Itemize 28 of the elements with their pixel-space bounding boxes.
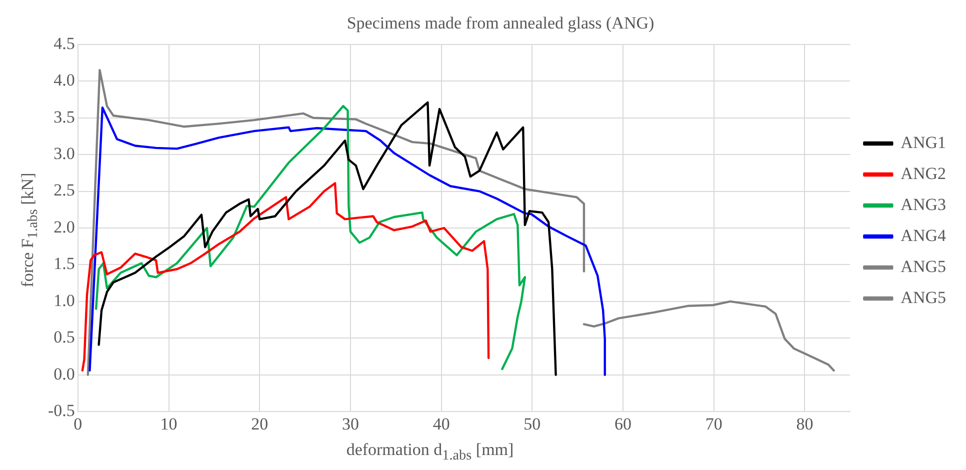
y-tick-label: 3.5 xyxy=(54,107,75,126)
legend-label: ANG3 xyxy=(900,194,946,214)
legend-label: ANG1 xyxy=(900,132,946,152)
legend-label: ANG5 xyxy=(900,256,946,276)
y-tick-label: 3.0 xyxy=(54,144,75,164)
y-tick-label: 4.5 xyxy=(54,34,75,53)
x-tick-label: 0 xyxy=(74,414,82,434)
y-tick-label: 4.0 xyxy=(54,70,75,90)
legend-label: ANG2 xyxy=(900,164,946,183)
y-tick-label: 2.5 xyxy=(54,180,75,200)
x-tick-label: 50 xyxy=(524,414,541,434)
x-tick-label: 20 xyxy=(251,414,268,434)
y-tick-label: 2.0 xyxy=(54,217,75,236)
chart-title: Specimens made from annealed glass (ANG) xyxy=(346,14,654,33)
x-axis-title: deformation d$_{1.abs}$ [mm] xyxy=(345,440,515,464)
x-tick-label: 30 xyxy=(342,414,359,434)
x-tick-label: 80 xyxy=(796,414,814,434)
y-tick-label: 1.0 xyxy=(54,290,75,310)
y-tick-label: 0.5 xyxy=(54,328,75,347)
y-tick-label: 1.5 xyxy=(54,254,75,274)
x-tick-label: 40 xyxy=(432,414,450,434)
x-tick-label: 70 xyxy=(705,414,722,434)
y-tick-label: 0.0 xyxy=(54,364,75,384)
x-tick-label: 60 xyxy=(614,414,632,434)
legend-label: ANG4 xyxy=(900,226,946,245)
y-tick-label: -0.5 xyxy=(48,401,75,420)
legend-label: ANG5 xyxy=(900,288,946,307)
x-tick-label: 10 xyxy=(160,414,178,434)
